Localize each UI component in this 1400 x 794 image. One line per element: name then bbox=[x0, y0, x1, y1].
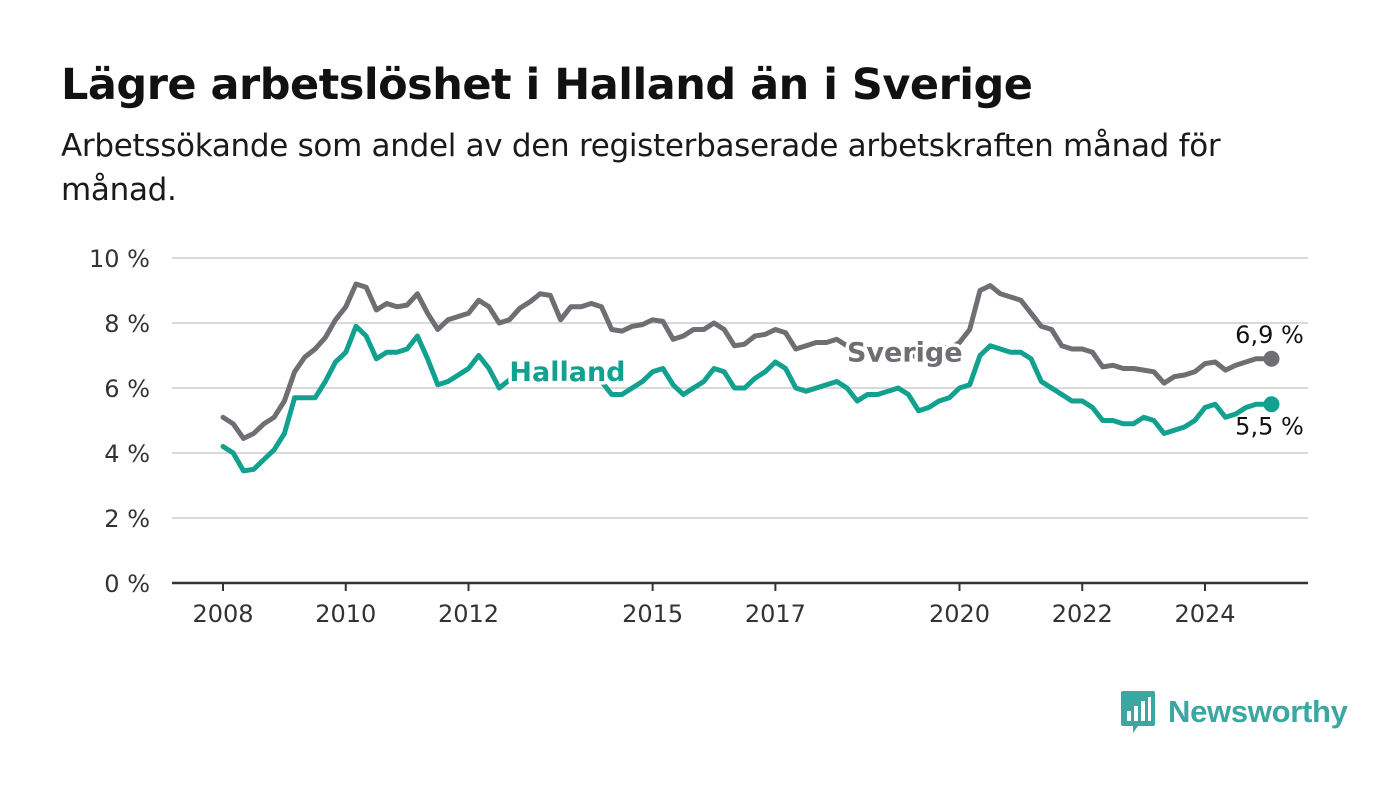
y-tick-label: 4 % bbox=[104, 440, 150, 468]
x-tick-label: 2020 bbox=[929, 600, 990, 628]
x-tick-label: 2022 bbox=[1052, 600, 1113, 628]
x-axis-tick-labels: 2008 2010 2012 2015 2017 2020 2022 2024 bbox=[192, 583, 1236, 628]
newsworthy-logo: Newsworthy bbox=[1120, 688, 1348, 736]
x-tick-label: 2012 bbox=[438, 600, 499, 628]
x-tick-label: 2017 bbox=[745, 600, 806, 628]
brand-name: Newsworthy bbox=[1168, 694, 1348, 729]
end-value-label-halland: 5,5 % bbox=[1235, 412, 1304, 440]
y-tick-label: 8 % bbox=[104, 310, 150, 338]
chart-title: Lägre arbetslöshet i Halland än i Sverig… bbox=[61, 60, 1033, 110]
series-labels: Sverige Halland bbox=[506, 334, 966, 392]
newsworthy-logo-icon bbox=[1121, 691, 1155, 733]
series-line-sverige bbox=[220, 281, 1274, 441]
x-tick-label: 2024 bbox=[1174, 600, 1235, 628]
series-label-sverige: Sverige bbox=[847, 337, 963, 368]
y-tick-label: 2 % bbox=[104, 505, 150, 533]
end-marker-sverige bbox=[1263, 350, 1280, 367]
x-tick-label: 2015 bbox=[622, 600, 683, 628]
series-line-halland bbox=[220, 323, 1274, 474]
series-lines bbox=[220, 281, 1274, 474]
y-tick-label: 6 % bbox=[104, 375, 150, 403]
x-tick-label: 2008 bbox=[192, 600, 253, 628]
y-tick-label: 10 % bbox=[89, 245, 150, 273]
series-end-markers: 6,9 % 5,5 % bbox=[1235, 321, 1304, 441]
y-tick-label: 0 % bbox=[104, 570, 150, 598]
end-marker-halland bbox=[1263, 396, 1280, 413]
y-axis-tick-labels: 0 % 2 % 4 % 6 % 8 % 10 % bbox=[89, 245, 150, 598]
end-value-label-sverige: 6,9 % bbox=[1235, 321, 1304, 349]
series-label-halland: Halland bbox=[509, 357, 625, 388]
x-tick-label: 2010 bbox=[315, 600, 376, 628]
chart-subtitle: Arbetssökande som andel av den registerb… bbox=[61, 128, 1221, 208]
